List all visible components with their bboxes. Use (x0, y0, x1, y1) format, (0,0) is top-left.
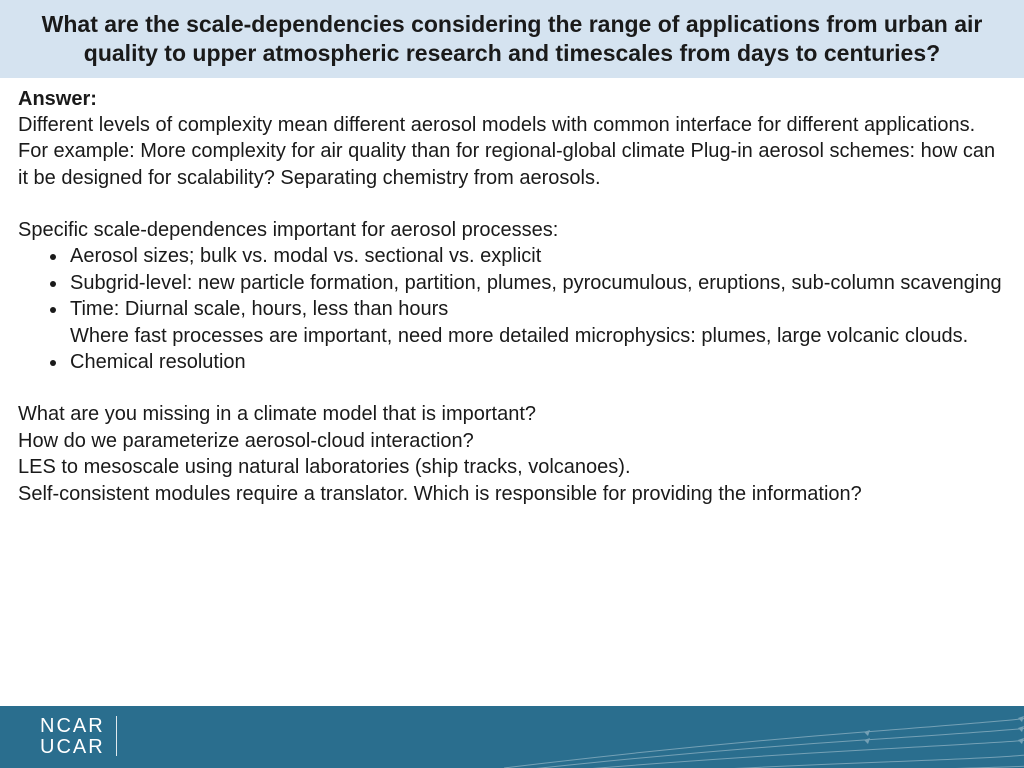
logo-divider (116, 716, 117, 756)
slide-content: Answer: Different levels of complexity m… (0, 78, 1024, 507)
page-title: What are the scale-dependencies consider… (14, 10, 1010, 68)
list-item: Subgrid-level: new particle formation, p… (68, 270, 1006, 296)
footer-bar: NCAR UCAR (0, 706, 1024, 768)
closing-line: LES to mesoscale using natural laborator… (18, 454, 1006, 480)
ncar-ucar-logo: NCAR UCAR (40, 716, 105, 758)
bullet-list: Aerosol sizes; bulk vs. modal vs. sectio… (18, 243, 1006, 375)
title-bar: What are the scale-dependencies consider… (0, 0, 1024, 78)
flow-lines-icon (504, 706, 1024, 768)
answer-label: Answer: (18, 88, 97, 110)
list-item: Time: Diurnal scale, hours, less than ho… (68, 296, 1006, 349)
list-item: Chemical resolution (68, 349, 1006, 375)
list-item: Aerosol sizes; bulk vs. modal vs. sectio… (68, 243, 1006, 269)
closing-line: Self-consistent modules require a transl… (18, 481, 1006, 507)
closing-line: What are you missing in a climate model … (18, 401, 1006, 427)
list-heading: Specific scale-dependences important for… (18, 217, 1006, 243)
logo-line-1: NCAR (40, 716, 105, 737)
intro-paragraph: Different levels of complexity mean diff… (18, 112, 1006, 191)
closing-line: How do we parameterize aerosol-cloud int… (18, 428, 1006, 454)
logo-line-2: UCAR (40, 737, 105, 758)
